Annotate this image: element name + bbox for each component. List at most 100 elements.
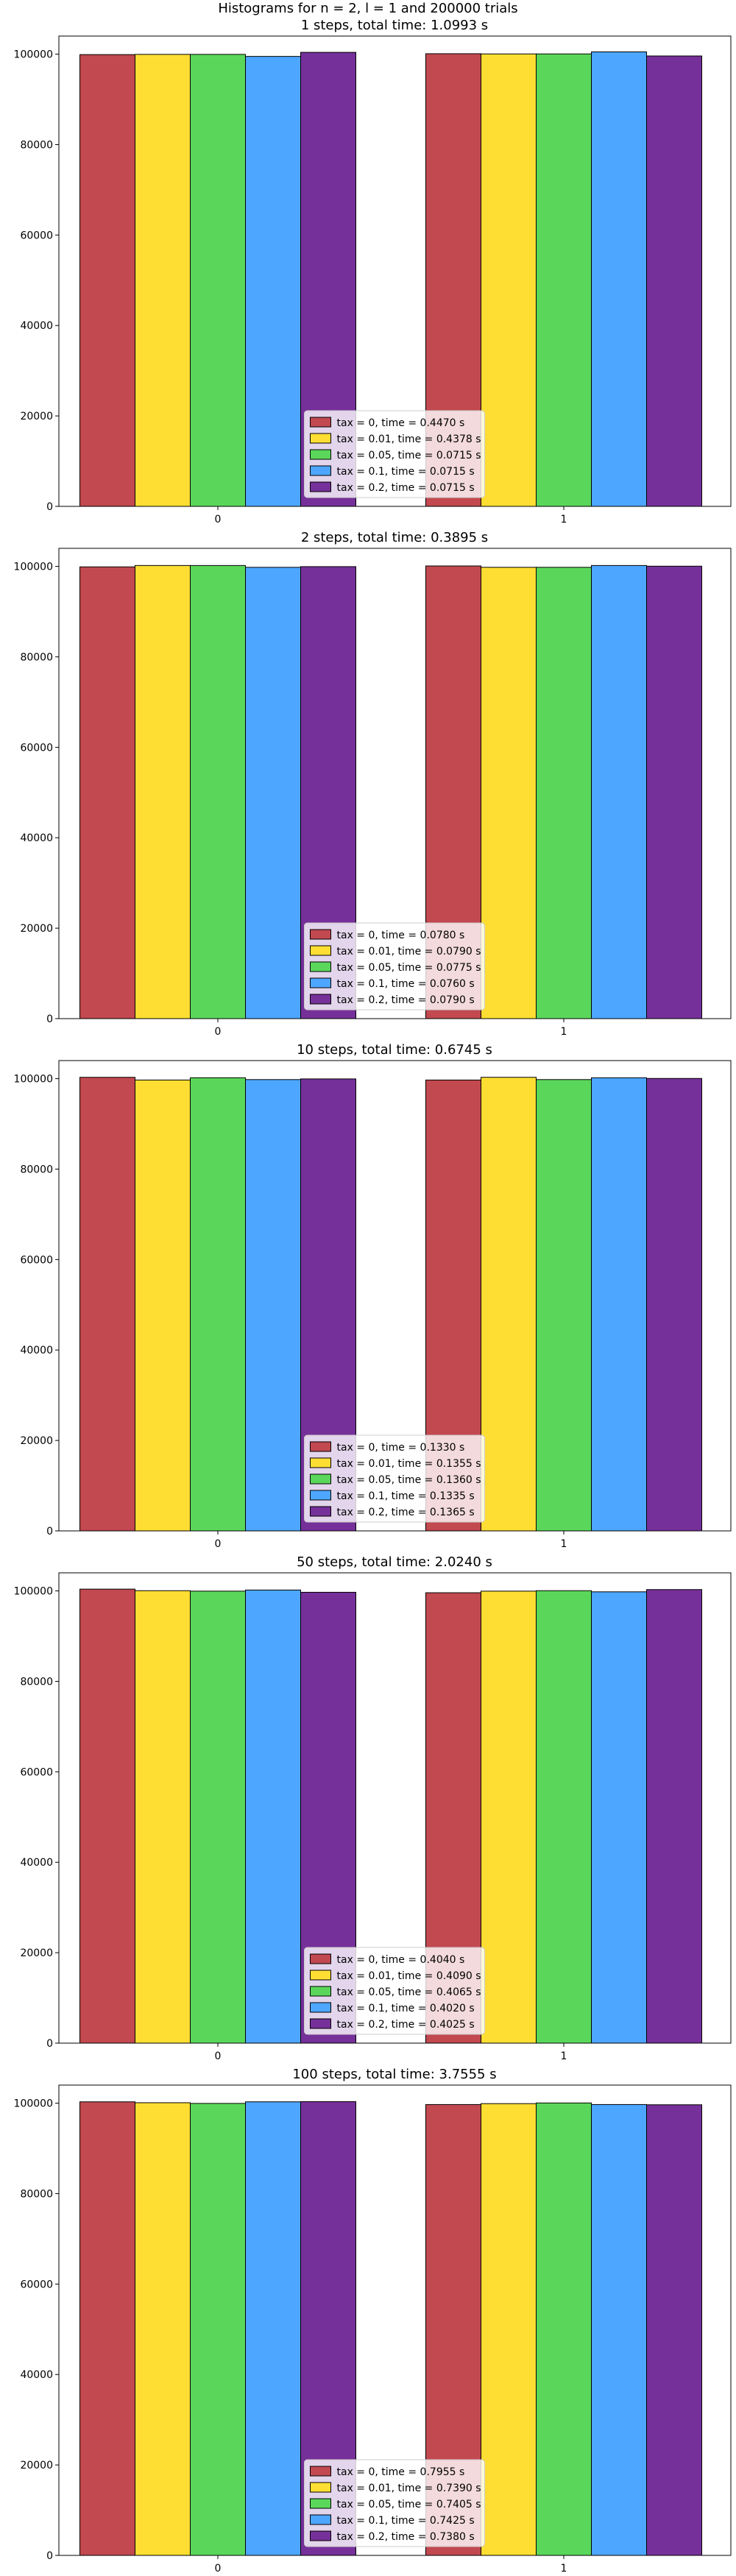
x-tick-label: 0 <box>215 1538 222 1550</box>
y-tick-label: 20000 <box>20 923 53 935</box>
bar-1-series-3 <box>536 53 592 507</box>
y-tick-label: 40000 <box>20 1857 53 1869</box>
bar-1-series-2 <box>481 53 537 507</box>
bar-1-series-2 <box>481 1590 537 2044</box>
legend-swatch <box>310 1490 331 1501</box>
y-tick-label: 0 <box>46 2038 53 2050</box>
x-tick-label: 1 <box>561 2050 567 2062</box>
legend-swatch <box>310 2514 331 2525</box>
legend-label: tax = 0.1, time = 0.0715 s <box>337 466 475 478</box>
legend-swatch <box>310 945 331 956</box>
x-tick-label: 1 <box>561 514 567 526</box>
x-tick-label: 1 <box>561 1026 567 1038</box>
bar-0-series-3 <box>190 1590 246 2044</box>
bar-0-series-2 <box>135 54 191 507</box>
legend-label: tax = 0.2, time = 0.7380 s <box>337 2531 475 2543</box>
chart-title: 50 steps, total time: 2.0240 s <box>297 1554 492 1570</box>
y-tick-label: 60000 <box>20 2279 53 2290</box>
legend-label: tax = 0, time = 0.4040 s <box>337 1954 465 1966</box>
legend-label: tax = 0, time = 0.4470 s <box>337 417 465 429</box>
bar-0-series-4 <box>245 1589 301 2044</box>
bar-0-series-2 <box>135 2102 191 2556</box>
x-tick-label: 1 <box>561 2563 567 2575</box>
y-tick-label: 20000 <box>20 411 53 422</box>
legend-swatch <box>310 2002 331 2013</box>
bar-1-series-4 <box>591 2103 647 2556</box>
figure-title: Histograms for n = 2, l = 1 and 200000 t… <box>218 1 517 16</box>
y-tick-label: 0 <box>46 2550 53 2562</box>
bar-1-series-2 <box>481 1077 537 1532</box>
y-tick-label: 80000 <box>20 1676 53 1688</box>
legend-label: tax = 0.2, time = 0.4025 s <box>337 2019 475 2031</box>
y-tick-label: 60000 <box>20 230 53 241</box>
y-tick-label: 80000 <box>20 139 53 151</box>
bar-0-series-1 <box>79 1588 135 2044</box>
chart-title: 100 steps, total time: 3.7555 s <box>292 2067 496 2082</box>
bar-1-series-5 <box>646 565 702 1019</box>
plot-area-frame <box>58 2084 732 2556</box>
legend-swatch <box>310 1970 331 1981</box>
legend-swatch <box>310 2530 331 2541</box>
chart-panel-1: 1 steps, total time: 1.0993 s 0 20000 40000… <box>14 18 732 526</box>
bar-0-series-3 <box>190 1077 246 1532</box>
legend-label: tax = 0.01, time = 0.7390 s <box>337 2483 481 2494</box>
legend-swatch <box>310 977 331 988</box>
legend-swatch <box>310 1953 331 1964</box>
legend-swatch <box>310 1441 331 1452</box>
legend-label: tax = 0.01, time = 0.4090 s <box>337 1970 481 1982</box>
chart-panel-2: 2 steps, total time: 0.3895 s 0 20000 40000… <box>14 530 732 1038</box>
legend-label: tax = 0.01, time = 0.4378 s <box>337 434 481 445</box>
bar-0-series-1 <box>79 566 135 1019</box>
legend-label: tax = 0.05, time = 0.4065 s <box>337 1986 481 1998</box>
bar-1-series-2 <box>481 2103 537 2556</box>
y-tick-label: 60000 <box>20 1254 53 1266</box>
x-tick-label: 0 <box>215 2563 222 2575</box>
legend-label: tax = 0.05, time = 0.0775 s <box>337 962 481 974</box>
x-tick-label: 0 <box>215 514 222 526</box>
y-tick-label: 0 <box>46 1013 53 1025</box>
bar-0-series-3 <box>190 54 246 507</box>
legend-swatch <box>310 465 331 476</box>
chart-panel-4: 50 steps, total time: 2.0240 s 0 20000 4000… <box>14 1554 732 2062</box>
bar-0-series-1 <box>79 2101 135 2556</box>
legend-label: tax = 0.2, time = 0.0715 s <box>337 482 475 494</box>
legend-box <box>304 922 485 1011</box>
bar-0-series-2 <box>135 1079 191 1532</box>
y-tick-label: 100000 <box>14 562 53 573</box>
legend-label: tax = 0.05, time = 0.0715 s <box>337 450 481 461</box>
bar-0-series-2 <box>135 565 191 1019</box>
legend-label: tax = 0.1, time = 0.7425 s <box>337 2515 475 2527</box>
y-tick-label: 20000 <box>20 2460 53 2471</box>
bar-1-series-5 <box>646 1078 702 1532</box>
bar-1-series-4 <box>591 565 647 1019</box>
legend-swatch <box>310 994 331 1005</box>
bar-0-series-2 <box>135 1590 191 2044</box>
legend-label: tax = 0.05, time = 0.1360 s <box>337 1474 481 1486</box>
legend-label: tax = 0, time = 0.7955 s <box>337 2466 465 2478</box>
legend-swatch <box>310 2482 331 2493</box>
bar-0-series-4 <box>245 2101 301 2556</box>
chart-title: 2 steps, total time: 0.3895 s <box>301 530 488 545</box>
y-tick-label: 20000 <box>20 1435 53 1447</box>
legend-swatch <box>310 929 331 940</box>
bar-0-series-4 <box>245 1079 301 1532</box>
chart-title: 10 steps, total time: 0.6745 s <box>297 1042 492 1058</box>
x-tick-label: 0 <box>215 1026 222 1038</box>
bar-0-series-4 <box>245 567 301 1019</box>
plot-area-frame <box>58 1060 732 1532</box>
bar-1-series-5 <box>646 55 702 507</box>
bar-1-series-2 <box>481 567 537 1019</box>
legend-box <box>304 1947 485 2035</box>
legend-label: tax = 0.05, time = 0.7405 s <box>337 2499 481 2510</box>
chart-panel-5: 100 steps, total time: 3.7555 s 0 20000 400… <box>14 2067 732 2575</box>
legend-label: tax = 0.01, time = 0.1355 s <box>337 1458 481 1470</box>
legend-label: tax = 0.1, time = 0.0760 s <box>337 978 475 990</box>
x-tick-label: 0 <box>215 2050 222 2062</box>
legend-swatch <box>310 449 331 460</box>
bar-1-series-3 <box>536 567 592 1019</box>
plot-area-frame <box>58 35 732 507</box>
legend-label: tax = 0.2, time = 0.1365 s <box>337 1507 475 1518</box>
legend-label: tax = 0.2, time = 0.0790 s <box>337 994 475 1006</box>
legend-swatch <box>310 1473 331 1485</box>
